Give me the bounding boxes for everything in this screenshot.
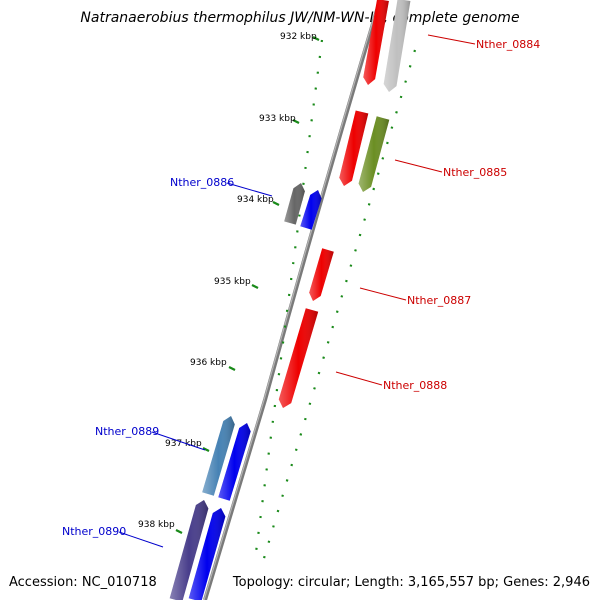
tick-dot — [304, 417, 307, 421]
gene-0886b-shading — [300, 190, 322, 230]
gene-0885b-shading — [358, 116, 390, 192]
gene-0884b-shading — [383, 0, 411, 92]
gene-label-nther-0886[interactable]: Nther_0886 — [170, 176, 234, 189]
tick-label: 937 kbp — [165, 439, 202, 449]
leader-line — [427, 34, 476, 45]
tick-label: 932 kbp — [280, 32, 317, 42]
gene-0890a-shading — [169, 500, 209, 600]
gene-features — [169, 0, 411, 600]
tick-dot — [367, 203, 371, 206]
major-tick — [312, 36, 320, 41]
tick-dot — [294, 448, 298, 451]
tick-dot — [340, 295, 344, 298]
tick-dot — [263, 555, 266, 559]
tick-label: 934 kbp — [237, 195, 274, 205]
tick-dot — [349, 264, 353, 267]
gene-0888-shading — [278, 308, 319, 408]
leader-line — [394, 159, 443, 173]
tick-dot — [390, 126, 394, 129]
tick-dot — [399, 95, 403, 99]
gene-0889a-shading — [202, 416, 235, 496]
tick-dot — [376, 172, 380, 175]
leader-line — [359, 287, 407, 301]
accession-text: Accession: NC_010718 — [9, 575, 157, 590]
gene-0885a-shading — [339, 110, 369, 186]
tick-label: 938 kbp — [138, 520, 175, 530]
leader-line — [118, 531, 164, 548]
tick-dot — [290, 463, 294, 467]
tick-dot — [267, 540, 271, 544]
gene-0887-shading — [309, 248, 334, 301]
tick-dot — [326, 341, 330, 344]
tick-dot — [413, 49, 417, 53]
tick-dot — [317, 371, 321, 375]
tick-dot — [358, 233, 362, 237]
gene-0890b-shading — [188, 508, 226, 600]
gene-label-nther-0889[interactable]: Nther_0889 — [95, 425, 159, 438]
major-tick — [251, 284, 259, 289]
major-tick — [292, 119, 300, 124]
gene-label-nther-0884[interactable]: Nther_0884 — [476, 38, 540, 51]
tick-dot — [363, 218, 366, 221]
gene-label-nther-0887[interactable]: Nther_0887 — [407, 294, 471, 307]
tick-labels: 932 kbp 933 kbp 934 kbp 935 kbp 936 kbp … — [138, 32, 317, 530]
tick-dot — [345, 279, 348, 283]
gene-label-nther-0888[interactable]: Nther_0888 — [383, 379, 447, 392]
tick-dot — [408, 65, 412, 68]
tick-dot — [276, 509, 280, 513]
tick-dot — [354, 249, 357, 252]
tick-dot — [308, 402, 312, 406]
gene-label-nther-0885[interactable]: Nther_0885 — [443, 166, 507, 179]
backbone-highlight — [203, 0, 380, 600]
leader-line — [335, 371, 383, 386]
tick-dot — [331, 325, 335, 329]
major-tick — [202, 447, 210, 452]
tick-dot — [335, 310, 339, 313]
gene-labels: Nther_0884 Nther_0885 Nther_0886 Nther_0… — [62, 38, 540, 538]
label-leaders — [118, 34, 476, 548]
tick-label: 936 kbp — [190, 358, 227, 368]
leader-line — [151, 431, 206, 451]
major-tick — [272, 201, 280, 206]
tick-dot — [322, 356, 325, 360]
tick-dot — [386, 141, 389, 145]
gene-0886a-shading — [284, 183, 305, 225]
tick-dot — [313, 387, 316, 390]
map-title: Natranaerobius thermophilus JW/NM-WN-LF,… — [80, 10, 519, 26]
tick-dot — [381, 157, 385, 160]
tick-label: 933 kbp — [259, 114, 296, 124]
tick-dot — [281, 494, 284, 498]
backbone-arc — [203, 0, 382, 600]
gene-0884a-shading — [363, 0, 389, 85]
leader-line — [226, 182, 273, 197]
gene-0889b-shading — [218, 423, 251, 501]
tick-label: 935 kbp — [214, 277, 251, 287]
major-tick — [228, 366, 236, 371]
tick-dot — [299, 433, 303, 436]
tick-dot — [372, 187, 376, 191]
tick-dot — [272, 525, 275, 528]
major-tick — [175, 529, 183, 534]
tick-dot — [285, 479, 289, 482]
tick-dot — [404, 80, 407, 83]
tick-dot — [395, 110, 398, 114]
gene-label-nther-0890[interactable]: Nther_0890 — [62, 525, 126, 538]
summary-text: Topology: circular; Length: 3,165,557 bp… — [232, 575, 590, 590]
